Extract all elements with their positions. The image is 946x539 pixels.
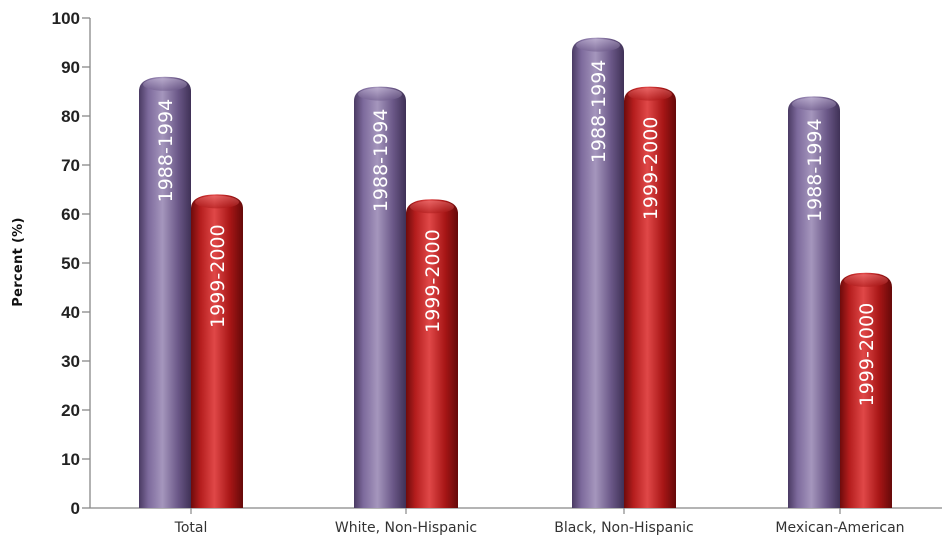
bar-cap [628,88,672,101]
y-tick-label: 40 [61,303,80,322]
y-tick-label: 90 [61,58,80,77]
bar: 1988-1994 [139,76,191,509]
bar-body [354,86,406,508]
x-tick-label: Total [174,520,208,536]
bar-body [572,37,624,508]
bar-body [191,194,243,508]
bar: 1999-2000 [840,272,892,508]
bar-cap [792,97,836,111]
bar-cap [143,78,187,91]
bar-series-label: 1988-1994 [155,99,177,203]
y-tick-label: 100 [52,9,80,28]
bar-cap [576,39,620,52]
bar-body [139,76,191,509]
y-tick-label: 60 [61,205,80,224]
y-axis-label: Percent (%) [11,217,26,306]
bar-series-label: 1999-2000 [207,224,229,328]
bar-series-label: 1988-1994 [588,60,610,164]
bar-series-label: 1988-1994 [370,109,392,213]
bar-series-label: 1999-2000 [422,229,444,333]
bar-series-label: 1999-2000 [640,117,662,221]
x-tick-label: Black, Non-Hispanic [554,520,693,536]
bar-body [406,199,458,509]
bar-cap [844,274,888,287]
bar: 1988-1994 [788,96,840,509]
axes: 0 10 20 30 40 50 60 70 80 90 100 Total White, Non-Hi… [52,9,942,536]
bars: 1988-1994 1999-2000 1988-1994 1999-2000 1988… [139,37,892,509]
y-tick-label: 70 [61,156,80,175]
bar-cap [195,195,239,209]
y-tick-label: 10 [61,450,80,469]
bar-cap [358,88,402,101]
bar: 1999-2000 [624,86,676,508]
y-tick-label: 30 [61,352,80,371]
y-tick-label: 20 [61,401,80,420]
x-tick-label: White, Non-Hispanic [335,520,477,536]
bar: 1999-2000 [406,199,458,509]
bar-series-label: 1999-2000 [856,303,878,407]
bar-body [624,86,676,508]
bar: 1988-1994 [354,86,406,508]
y-tick-label: 0 [71,499,80,518]
bar-body [840,272,892,508]
y-tick-label: 50 [61,254,80,273]
bar-body [788,96,840,509]
y-tick-label: 80 [61,107,80,126]
x-tick-label: Mexican-American [775,520,904,536]
bar-cap [410,200,454,214]
bar: 1988-1994 [572,37,624,508]
bar-series-label: 1988-1994 [804,118,826,222]
bar: 1999-2000 [191,194,243,508]
